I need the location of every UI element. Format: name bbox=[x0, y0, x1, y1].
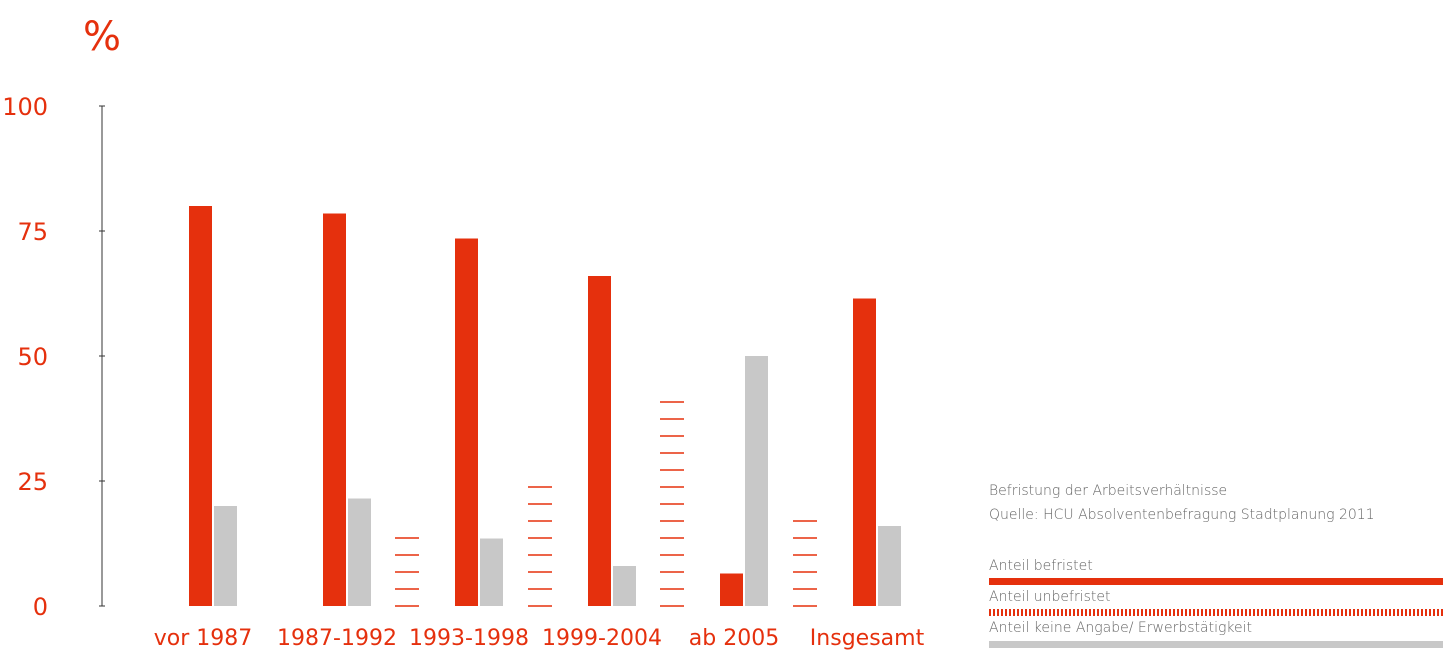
y-tick-label: 25 bbox=[17, 468, 48, 496]
bar-keine-angabe bbox=[214, 506, 237, 606]
bar-keine-angabe bbox=[745, 356, 768, 606]
x-tick-label: 1999-2004 bbox=[542, 626, 662, 651]
legend-swatch-keine-angabe bbox=[989, 641, 1443, 648]
bar-befristet bbox=[189, 206, 212, 606]
legend-label-befristet: Anteil befristet bbox=[989, 558, 1093, 574]
bar-unbefristet bbox=[660, 401, 684, 607]
y-tick-label: 0 bbox=[33, 593, 48, 621]
x-tick-label: ab 2005 bbox=[689, 626, 779, 651]
bar-befristet bbox=[323, 213, 346, 606]
bar-unbefristet bbox=[528, 486, 552, 607]
x-tick-label: Insgesamt bbox=[810, 626, 925, 651]
bar-keine-angabe bbox=[348, 498, 371, 606]
bar-keine-angabe bbox=[878, 526, 901, 606]
bar-befristet bbox=[588, 276, 611, 606]
y-tick-label: 50 bbox=[17, 343, 48, 371]
legend-title: Befristung der Arbeitsverhältnisse bbox=[989, 483, 1228, 499]
legend-source: Quelle: HCU Absolventenbefragung Stadtpl… bbox=[989, 507, 1375, 523]
x-tick-label: 1993-1998 bbox=[409, 626, 529, 651]
bar-keine-angabe bbox=[613, 566, 636, 606]
bar-befristet bbox=[853, 298, 876, 606]
legend-swatch-befristet bbox=[989, 578, 1443, 585]
legend-swatch-unbefristet bbox=[989, 609, 1443, 616]
unit-label: % bbox=[83, 14, 121, 60]
y-tick-label: 100 bbox=[2, 93, 48, 121]
x-tick-label: vor 1987 bbox=[154, 626, 253, 651]
x-tick-label: 1987-1992 bbox=[277, 626, 397, 651]
y-tick-label: 75 bbox=[17, 218, 48, 246]
bar-unbefristet bbox=[395, 537, 419, 607]
bar-unbefristet bbox=[793, 520, 817, 607]
legend-label-keine-angabe: Anteil keine Angabe/ Erwerbstätigkeit bbox=[989, 620, 1252, 636]
legend-label-unbefristet: Anteil unbefristet bbox=[989, 589, 1111, 605]
bar-befristet bbox=[720, 573, 743, 606]
bar-befristet bbox=[455, 238, 478, 606]
bar-keine-angabe bbox=[480, 538, 503, 606]
